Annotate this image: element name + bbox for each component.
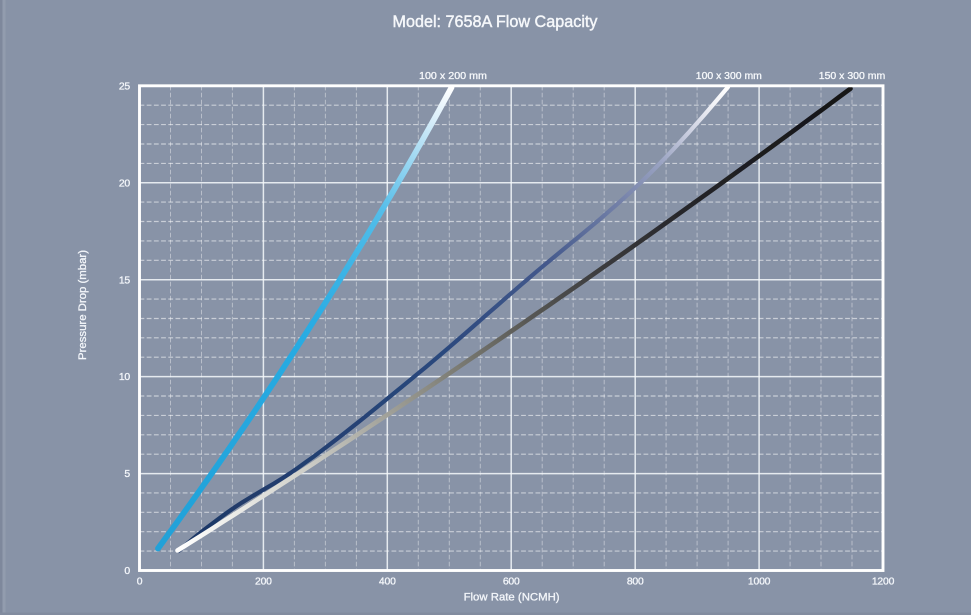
svg-text:600: 600: [503, 577, 520, 588]
svg-text:400: 400: [379, 577, 396, 588]
svg-text:Model: 7658A Flow Capacity: Model: 7658A Flow Capacity: [393, 12, 598, 31]
svg-text:15: 15: [119, 275, 131, 286]
svg-text:20: 20: [119, 178, 131, 189]
svg-text:100 x 300 mm: 100 x 300 mm: [696, 71, 762, 82]
svg-text:800: 800: [627, 577, 644, 588]
svg-text:1200: 1200: [872, 577, 895, 588]
svg-text:0: 0: [124, 566, 130, 577]
svg-text:100 x 200 mm: 100 x 200 mm: [419, 71, 487, 82]
svg-text:200: 200: [255, 577, 272, 588]
svg-text:5: 5: [124, 469, 130, 480]
svg-text:25: 25: [119, 81, 131, 92]
svg-text:10: 10: [119, 372, 131, 383]
svg-text:150 x 300 mm: 150 x 300 mm: [819, 71, 886, 82]
svg-text:1000: 1000: [748, 577, 771, 588]
svg-text:0: 0: [137, 577, 143, 588]
svg-text:Pressure Drop (mbar): Pressure Drop (mbar): [77, 250, 89, 360]
svg-text:Flow Rate (NCMH): Flow Rate (NCMH): [464, 592, 560, 604]
